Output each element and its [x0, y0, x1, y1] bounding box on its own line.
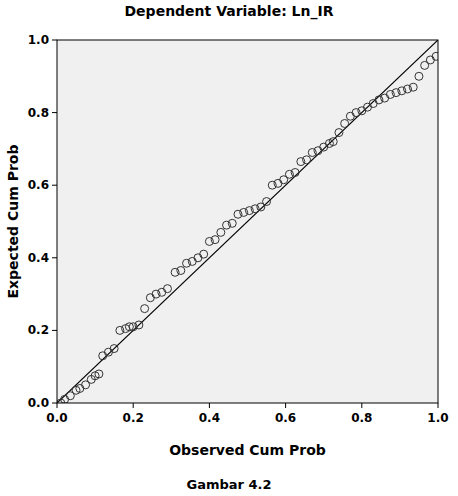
y-tick — [52, 112, 57, 113]
point — [375, 96, 383, 104]
y-axis-label: Expected Cum Prob — [5, 145, 21, 299]
point — [240, 208, 248, 216]
point — [116, 326, 124, 334]
point — [228, 219, 236, 227]
point — [234, 210, 242, 218]
point — [381, 94, 389, 102]
y-tick-label: 1.0 — [28, 33, 49, 47]
point — [61, 395, 69, 403]
point — [314, 147, 322, 155]
point — [398, 87, 406, 95]
x-tick — [133, 403, 134, 408]
point — [352, 109, 360, 117]
point — [129, 323, 137, 331]
plot-area — [57, 40, 438, 403]
y-tick — [52, 330, 57, 331]
point — [320, 143, 328, 151]
point — [251, 205, 259, 213]
point — [386, 90, 394, 98]
point — [211, 236, 219, 244]
x-tick-label: 0.8 — [351, 411, 372, 425]
point — [76, 384, 84, 392]
y-tick-label: 0.4 — [28, 251, 49, 265]
point — [183, 259, 191, 267]
y-tick-label: 0.2 — [28, 323, 49, 337]
point — [205, 237, 213, 245]
point — [135, 321, 143, 329]
point — [194, 254, 202, 262]
point — [297, 158, 305, 166]
point — [329, 138, 337, 146]
point — [223, 221, 231, 229]
point — [152, 290, 160, 298]
x-tick-label: 1.0 — [427, 411, 448, 425]
point — [285, 170, 293, 178]
y-tick-label: 0.0 — [28, 396, 49, 410]
point — [177, 267, 185, 275]
point — [163, 285, 171, 293]
plot-frame — [57, 40, 438, 403]
caption: Gambar 4.2 — [186, 477, 271, 492]
x-tick — [57, 403, 58, 408]
point — [364, 103, 372, 111]
y-tick-label: 0.6 — [28, 178, 49, 192]
point — [341, 119, 349, 127]
point — [217, 228, 225, 236]
point — [346, 112, 354, 120]
point — [200, 250, 208, 258]
point — [415, 72, 423, 80]
point — [426, 56, 434, 64]
point — [291, 168, 299, 176]
point — [268, 181, 276, 189]
point — [303, 156, 311, 164]
y-tick — [52, 403, 57, 404]
x-tick-label: 0.6 — [275, 411, 296, 425]
point — [104, 348, 112, 356]
x-tick-label: 0.4 — [199, 411, 220, 425]
x-tick — [361, 403, 362, 408]
point — [95, 370, 103, 378]
point — [369, 100, 377, 108]
x-axis-label: Observed Cum Prob — [169, 442, 326, 458]
point — [432, 52, 438, 60]
title: Dependent Variable: Ln_IR — [125, 3, 334, 20]
y-tick-label: 0.8 — [28, 106, 49, 120]
chart: Dependent Variable: Ln_IR 0.0 0.2 0.4 0.6 0.8… — [0, 0, 458, 496]
reference-line — [57, 40, 438, 403]
x-tick-label: 0.0 — [46, 411, 67, 425]
point — [245, 207, 253, 215]
y-tick — [52, 257, 57, 258]
x-tick — [209, 403, 210, 408]
x-tick — [285, 403, 286, 408]
plot-background — [57, 40, 438, 403]
point — [263, 198, 271, 206]
y-tick — [52, 185, 57, 186]
point — [358, 107, 366, 115]
y-tick — [52, 40, 57, 41]
point — [141, 305, 149, 313]
point — [308, 149, 316, 157]
point — [274, 179, 282, 187]
point — [392, 89, 400, 97]
point — [110, 345, 118, 353]
point — [404, 85, 412, 93]
point — [171, 268, 179, 276]
point — [146, 294, 154, 302]
point — [99, 352, 107, 360]
point — [158, 288, 166, 296]
point — [335, 129, 343, 137]
x-tick-label: 0.2 — [123, 411, 144, 425]
point — [188, 257, 196, 265]
point — [409, 83, 417, 91]
x-tick — [438, 403, 439, 408]
